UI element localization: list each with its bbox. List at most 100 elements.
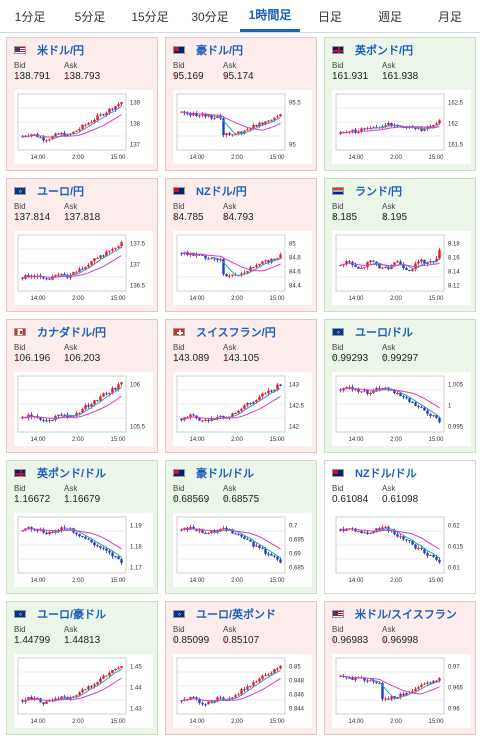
currency-pair-link[interactable]: ユーロ/円 [37, 186, 85, 198]
currency-pair-link[interactable]: ユーロ/豪ドル [37, 609, 107, 621]
chart-container[interactable]: 1.45 1.44 1.43 14:00 2:00 15:00 [14, 654, 153, 728]
candle-body [219, 697, 222, 699]
candle-body [207, 114, 210, 117]
candle-body [405, 539, 408, 541]
rate-card[interactable]: 豪ドル/円 Bid Ask ↓ 95.169 ↓ 95.174 95.5 95 14:00 2:00… [165, 37, 317, 171]
chart-container[interactable]: 1.19 1.18 1.17 14:00 2:00 15:00 [14, 513, 153, 587]
x-tick-label: 15:00 [428, 719, 444, 725]
candle-body [369, 532, 372, 535]
currency-pair-link[interactable]: 米ドル/円 [37, 45, 85, 57]
chart-container[interactable]: 162.5 162 161.5 14:00 2:00 15:00 [332, 90, 471, 164]
currency-pair-link[interactable]: NZドル/円 [196, 186, 247, 198]
bid-label: Bid [173, 202, 185, 211]
candle-body [417, 687, 420, 689]
candle-body [45, 532, 48, 535]
candle-body [54, 698, 57, 700]
candle-body [39, 529, 42, 531]
currency-pair-link[interactable]: 米ドル/スイスフラン [355, 609, 457, 621]
candle-body [255, 400, 258, 402]
ask-number: 0.99297 [382, 353, 419, 364]
candle-body [357, 389, 360, 392]
candle-body [378, 388, 381, 390]
currency-pair-link[interactable]: NZドル/ドル [355, 468, 417, 480]
candle-body [99, 255, 102, 259]
candle-body [84, 536, 87, 539]
rate-card[interactable]: 英ポンド/円 Bid Ask ↑ 161.931 ↑ 161.938 162.5 162 161.… [324, 37, 476, 171]
rate-card[interactable]: スイスフラン/円 Bid Ask ↓ 143.089 ↓ 143.105 143 142.5 14… [165, 319, 317, 453]
rate-card[interactable]: ユーロ/英ポンド Bid Ask ↓ 0.85099 ↓ 0.85107 0.85 0.848 0… [165, 601, 317, 735]
chart-container[interactable]: 8.18 8.16 8.14 8.12 14:00 2:00 15:00 [332, 231, 471, 305]
card-title: スイスフラン/円 [173, 325, 276, 339]
ma-slow-line [181, 395, 281, 421]
chart-container[interactable]: 137.5 137 136.5 14:00 2:00 15:00 [14, 231, 153, 305]
currency-pair-link[interactable]: ランド/円 [355, 186, 403, 198]
candle-body [33, 529, 36, 531]
y-tick-label: 142 [289, 425, 300, 431]
candle-body [57, 274, 60, 276]
currency-pair-link[interactable]: スイスフラン/円 [196, 327, 276, 339]
rate-card[interactable]: 英ポンド/ドル Bid Ask ↑ 1.16672 ↑ 1.16679 1.19 1.18 1.1… [6, 460, 158, 594]
currency-pair-link[interactable]: ユーロ/ドル [355, 327, 414, 339]
currency-pair-link[interactable]: 英ポンド/ドル [37, 468, 107, 480]
tab-1[interactable]: 1分足 [14, 9, 46, 24]
timeframe-tabs: 1分足 5分足 15分足 30分足 1時間足 日足 週足 月足 [0, 0, 480, 33]
candle-body [414, 688, 417, 692]
candle-body [99, 678, 102, 683]
candle-body [429, 554, 432, 556]
x-tick-label: 15:00 [110, 296, 126, 302]
candle-body [234, 695, 237, 698]
chart-container[interactable]: 0.85 0.848 0.846 0.844 14:00 2:00 15:00 [173, 654, 312, 728]
x-tick-label: 15:00 [110, 578, 126, 584]
candle-body [276, 384, 279, 390]
chart-container[interactable]: 85 84.8 84.6 84.4 14:00 2:00 15:00 [173, 231, 312, 305]
currency-pair-link[interactable]: ユーロ/英ポンド [196, 609, 277, 621]
rate-card[interactable]: カナダドル/円 Bid Ask ↓ 106.196 ↓ 106.203 106 105.5 14:… [6, 319, 158, 453]
rate-card[interactable]: NZドル/ドル Bid Ask 0.61084 0.61098 0.62 0.615 0.61… [324, 460, 476, 594]
rate-card[interactable]: NZドル/円 Bid Ask ↓ 84.785 ↓ 84.793 85 84.8 84.6 84.4… [165, 178, 317, 312]
currency-pair-link[interactable]: カナダドル/円 [37, 327, 107, 339]
card-title: 豪ドル/ドル [173, 466, 254, 480]
rate-card[interactable]: ランド/円 Bid Ask ↑ 8.185 ↑ 8.195 8.18 8.16 8.14 8.12 1… [324, 178, 476, 312]
tab-4[interactable]: 30分足 [191, 9, 229, 24]
tab-2[interactable]: 5分足 [74, 9, 106, 24]
tab-3[interactable]: 15分足 [131, 9, 169, 24]
candle-body [195, 254, 198, 256]
rate-card[interactable]: 米ドル/円 Bid Ask ↓ 138.791 ↓ 138.793 139 138 137 14:0… [6, 37, 158, 171]
candle-body [213, 117, 216, 119]
ask-value: ↑ 0.68575 [223, 494, 259, 505]
y-tick-label: 0.62 [448, 524, 460, 530]
tab-8[interactable]: 月足 [437, 9, 462, 24]
chart-container[interactable]: 0.7 0.695 0.69 0.685 14:00 2:00 15:00 [173, 513, 312, 587]
candle-body [216, 259, 219, 261]
currency-pair-link[interactable]: 豪ドル/円 [196, 45, 244, 57]
rate-card[interactable]: 豪ドル/ドル Bid Ask ↑ 0.68569 ↑ 0.68575 0.7 0.695 0.69… [165, 460, 317, 594]
tab-7[interactable]: 週足 [377, 9, 402, 24]
candle-body [231, 274, 234, 276]
currency-pair-link[interactable]: 英ポンド/円 [355, 45, 414, 57]
candle-body [423, 683, 426, 685]
candle-body [105, 548, 108, 551]
candle-body [369, 680, 372, 682]
chart-container[interactable]: 106 105.5 14:00 2:00 15:00 [14, 372, 153, 446]
rate-card[interactable]: ユーロ/円 Bid Ask ↓ 137.814 ↓ 137.818 137.5 137 136.5… [6, 178, 158, 312]
ma-slow-line [340, 528, 440, 550]
chart-container[interactable]: 1.005 1 0.995 14:00 2:00 15:00 [332, 372, 471, 446]
candle-body [276, 258, 279, 260]
candle-body [405, 397, 408, 399]
down-arrow-icon: ↓ [173, 71, 178, 82]
currency-pair-link[interactable]: 豪ドル/ドル [196, 468, 255, 480]
chart-container[interactable]: 95.5 95 14:00 2:00 15:00 [173, 90, 312, 164]
tab-5[interactable]: 1時間足 [240, 0, 300, 32]
candle-body [78, 692, 81, 696]
candle-body [216, 417, 219, 419]
chart-container[interactable]: 143 142.5 142 14:00 2:00 15:00 [173, 372, 312, 446]
rate-card[interactable]: 米ドル/スイスフラン Bid Ask ↓ 0.96983 ↓ 0.96998 0.97 0.96… [324, 601, 476, 735]
chart-container[interactable]: 0.97 0.965 0.96 14:00 2:00 15:00 [332, 654, 471, 728]
chart-container[interactable]: 139 138 137 14:00 2:00 15:00 [14, 90, 153, 164]
chart-container[interactable]: 0.62 0.615 0.61 14:00 2:00 15:00 [332, 513, 471, 587]
candle-body [93, 258, 96, 262]
tab-6[interactable]: 日足 [317, 9, 342, 24]
candle-body [366, 532, 369, 535]
rate-card[interactable]: ユーロ/ドル Bid Ask ↑ 0.99293 ↑ 0.99297 1.005 1 0.995 1… [324, 319, 476, 453]
rate-card[interactable]: ユーロ/豪ドル Bid Ask ↑ 1.44799 ↑ 1.44813 1.45 1.44 1.4… [6, 601, 158, 735]
